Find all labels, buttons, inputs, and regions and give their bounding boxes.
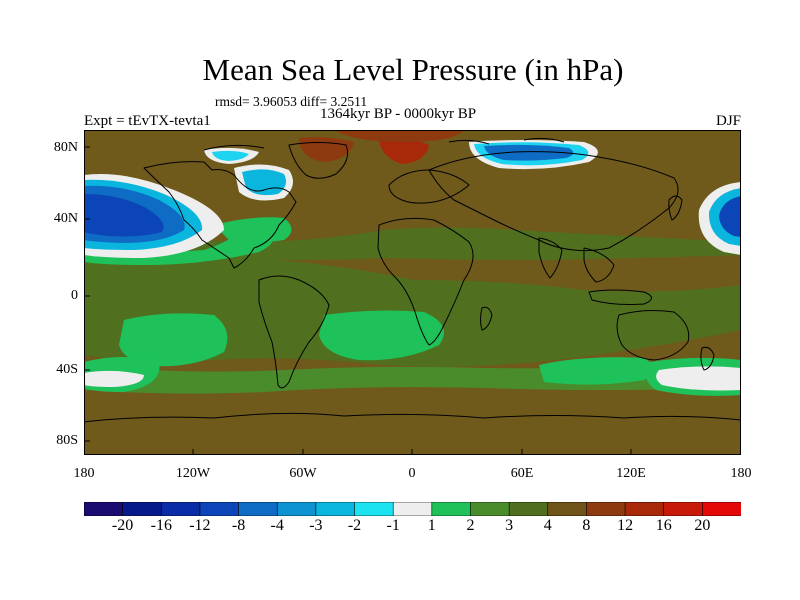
coast-asia xyxy=(428,151,679,252)
x-label-120w: 120W xyxy=(175,466,211,481)
y-label-40s: 40S xyxy=(56,362,78,377)
colorbar-label: -3 xyxy=(309,517,323,534)
green-light-south-atlantic xyxy=(319,310,444,361)
north-pacific-low-core-west xyxy=(84,194,164,237)
colorbar-swatch-10 xyxy=(470,502,510,516)
colorbar-swatch-14 xyxy=(624,502,665,516)
pressure-map xyxy=(84,130,741,455)
colorbar-swatch-3 xyxy=(199,502,240,516)
coast-india xyxy=(538,237,563,279)
green-band-pacific-south xyxy=(84,253,741,367)
coast-indonesia xyxy=(588,289,652,305)
colorbar-label: 1 xyxy=(427,517,436,534)
colorbar-swatch-2 xyxy=(160,502,201,516)
x-label-60w: 60W xyxy=(289,466,317,481)
colorbar-swatch-0 xyxy=(84,502,124,516)
experiment-label: Expt = tEvTX-tevta1 xyxy=(84,113,211,129)
chart-title: Mean Sea Level Pressure (in hPa) xyxy=(202,52,624,87)
colorbar-label: -4 xyxy=(270,517,284,534)
coast-greenland xyxy=(288,142,349,179)
colorbar-swatch-1 xyxy=(122,502,162,516)
arctic-low-cyan-greenland xyxy=(212,150,249,161)
coast-australia xyxy=(616,310,690,361)
rmsd-diff-stats: rmsd= 3.96053 diff= 3.2511 xyxy=(215,94,368,109)
colorbar-swatch-9 xyxy=(431,502,472,516)
x-label-180e: 180 xyxy=(730,466,752,481)
colorbar-swatch-4 xyxy=(238,502,278,516)
coast-north-america xyxy=(143,161,297,269)
colorbar-swatch-15 xyxy=(663,502,703,516)
x-label-180w: 180 xyxy=(73,466,95,481)
colorbar-swatch-5 xyxy=(276,502,317,516)
colorbar-swatch-13 xyxy=(586,502,626,516)
colorbar-swatch-12 xyxy=(547,502,588,516)
colorbar-swatch-7 xyxy=(354,502,394,516)
green-light-south-pacific xyxy=(119,313,228,367)
x-label-0: 0 xyxy=(408,466,416,481)
south-indian-low-white xyxy=(656,366,741,391)
colorbar-swatch-16 xyxy=(702,502,741,516)
colorbar-label: 8 xyxy=(582,517,591,534)
colorbar-swatch-8 xyxy=(392,502,433,516)
arctic-high-red-west xyxy=(299,137,354,162)
hudson-low-cyan xyxy=(242,169,286,196)
y-label-80n: 80N xyxy=(53,140,78,155)
colorbar-label: 20 xyxy=(694,517,711,534)
y-label-equator: 0 xyxy=(71,288,78,303)
colorbar-label: -16 xyxy=(150,517,172,534)
season-label: DJF xyxy=(715,113,741,129)
colorbar-label: -2 xyxy=(347,517,362,534)
colorbar-label: -8 xyxy=(231,517,246,534)
colorbar-label: 4 xyxy=(543,517,552,534)
colorbar-swatch-6 xyxy=(315,502,356,516)
colorbar-label: 16 xyxy=(655,517,672,534)
x-label-60e: 60E xyxy=(510,466,534,481)
coast-madagascar xyxy=(480,306,493,331)
y-label-80s: 80S xyxy=(56,433,78,448)
coast-africa xyxy=(377,217,474,346)
coast-south-america xyxy=(258,275,330,389)
colorbar-swatch-11 xyxy=(508,502,549,516)
coast-antarctica xyxy=(84,412,741,423)
colorbar-label: -12 xyxy=(189,517,211,534)
colorbar-label: 3 xyxy=(505,517,514,534)
colorbar-label: 2 xyxy=(466,517,475,534)
x-label-120e: 120E xyxy=(616,466,646,481)
arctic-high-red-east xyxy=(379,138,429,164)
coast-arctic-islands xyxy=(203,137,565,151)
colorbar-label: -20 xyxy=(111,517,134,534)
colorbar-label: 12 xyxy=(617,517,634,534)
coast-new-zealand xyxy=(700,346,715,371)
coast-europe xyxy=(388,169,470,204)
colorbar-label: -1 xyxy=(386,517,400,534)
north-pacific-low-blue-east xyxy=(719,196,741,237)
map-ticks xyxy=(84,146,632,455)
coast-japan xyxy=(668,195,683,221)
time-period: 1364kyr BP - 0000kyr BP xyxy=(320,106,477,122)
arctic-high-red-north xyxy=(334,130,464,142)
y-label-40n: 40N xyxy=(53,211,78,226)
colorbar xyxy=(84,502,741,516)
siberian-low-blue xyxy=(484,144,574,161)
south-pacific-low-white xyxy=(84,370,144,387)
south-atlantic-band-green xyxy=(544,364,625,383)
coast-southeast-asia xyxy=(583,247,615,283)
